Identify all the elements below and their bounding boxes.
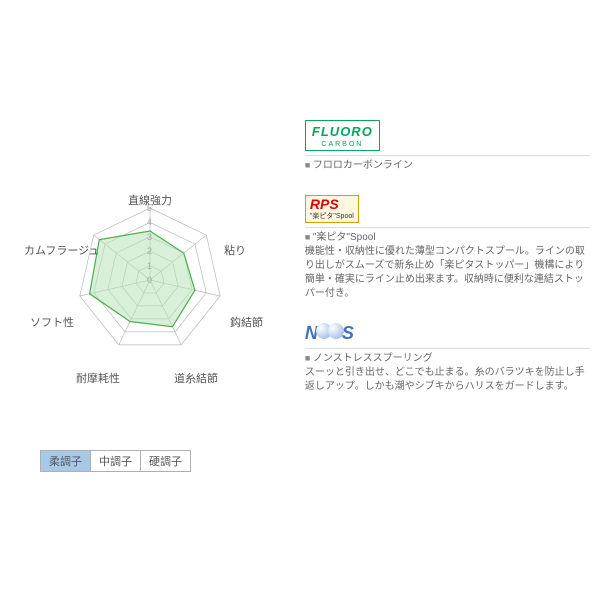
radar-tick-label: 4	[147, 217, 152, 227]
nss-s: S	[342, 323, 354, 344]
feature-block: RPS"楽ピタ"Spool "楽ピタ"Spool 機能性・収納性に優れた薄型コンパ…	[305, 195, 590, 301]
stiffness-option[interactable]: 中調子	[91, 451, 141, 471]
stiffness-option[interactable]: 硬調子	[141, 451, 190, 471]
feature-block: FLUORO CARBON フロロカーボンライン	[305, 120, 590, 173]
badge-sub: "楽ピタ"Spool	[310, 211, 354, 221]
feature-block: NS ノンストレススプーリング スーッと引き出せ、どこでも止まる。糸のバラツキを防…	[305, 323, 590, 394]
feature-desc: フロロカーボンライン	[305, 155, 590, 173]
feature-desc: ノンストレススプーリング スーッと引き出せ、どこでも止まる。糸のバラツキを防止し…	[305, 348, 590, 394]
radar-tick-label: 1	[147, 261, 152, 271]
feature-desc: "楽ピタ"Spool 機能性・収納性に優れた薄型コンパクトスプール。ラインの取り…	[305, 227, 590, 301]
badge-title: RPS	[310, 197, 354, 211]
radar-tick-label: 3	[147, 232, 152, 242]
radar-tick-label: 5	[147, 203, 152, 213]
radar-axis-label: 鈎結節	[230, 314, 263, 330]
radar-axis-label: ソフト性	[30, 314, 74, 330]
radar-tick-label: 0	[147, 275, 152, 285]
radar-axis-label: 道糸結節	[174, 370, 218, 386]
stiffness-option[interactable]: 柔調子	[41, 451, 91, 471]
fluoro-badge: FLUORO CARBON	[305, 120, 380, 151]
radar-axis-label: カムフラージュ	[24, 242, 99, 258]
radar-axis-label: 耐摩耗性	[76, 370, 120, 386]
badge-sub: CARBON	[312, 141, 373, 148]
radar-chart: 直線強力粘り鈎結節道糸結節耐摩耗性ソフト性カムフラージュ 012345	[10, 140, 290, 420]
nss-badge: NS	[305, 323, 354, 344]
badge-title: FLUORO	[312, 124, 373, 139]
rps-badge: RPS"楽ピタ"Spool	[305, 195, 359, 223]
stiffness-selector: 柔調子中調子硬調子	[40, 450, 191, 472]
radar-tick-label: 2	[147, 246, 152, 256]
radar-axis-label: 粘り	[224, 242, 246, 258]
